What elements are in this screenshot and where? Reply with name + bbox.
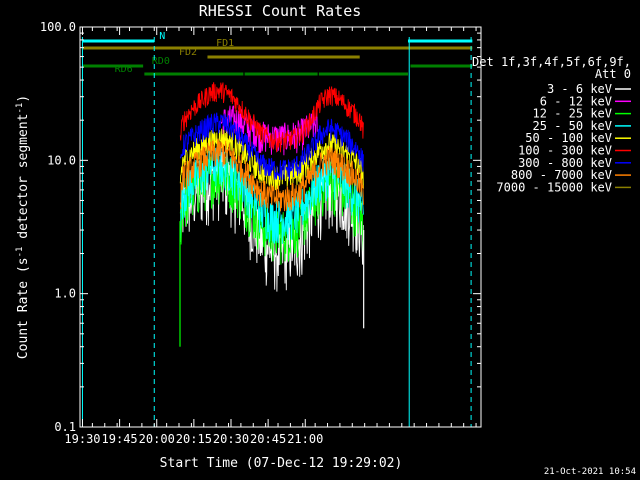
x-axis-label: Start Time (07-Dec-12 19:29:02)	[160, 456, 403, 471]
state-bar-label-n: N	[159, 31, 165, 42]
y-axis-label-part1: Count Rate (s	[16, 257, 31, 359]
x-tick-label: 20:30	[213, 432, 249, 446]
x-tick-label: 20:15	[176, 432, 212, 446]
x-tick-label: 21:00	[287, 432, 323, 446]
x-tick-label: 19:30	[64, 432, 100, 446]
y-tick-label: 0.1	[54, 420, 76, 434]
state-bar-label-fd1: FD1	[216, 38, 234, 49]
y-axis-label-part3: )	[16, 95, 31, 103]
series-lines	[179, 82, 365, 347]
axes: 19:30 19:45 20:00 20:15 20:30 20:45 21:00 0.1 1.…	[40, 20, 482, 446]
x-tick-label: 19:45	[102, 432, 138, 446]
legend-label-1: 6 - 12 keV	[540, 94, 612, 108]
vertical-markers	[81, 37, 472, 427]
y-axis-label: Count Rate (s-1 detector segment-1)	[15, 95, 31, 359]
state-bar-label-rd0: RD0	[152, 56, 170, 67]
state-bar-label-rd6: RD6	[115, 64, 133, 75]
legend-header-line2: Att 0	[595, 67, 631, 81]
legend-label-4: 50 - 100 keV	[525, 131, 612, 145]
y-axis-label-sup1: -1	[15, 247, 25, 258]
y-axis-label-part2: detector segment	[16, 114, 31, 247]
state-bar-label-fd2: FD2	[179, 47, 197, 58]
series-line-5	[179, 82, 364, 153]
y-axis-label-sup2: -1	[15, 103, 25, 114]
series-line-6	[179, 112, 364, 181]
legend-label-2: 12 - 25 keV	[533, 107, 612, 121]
y-tick-label: 1.0	[54, 287, 76, 301]
y-tick-label: 10.0	[47, 153, 76, 167]
legend-label-5: 100 - 300 keV	[518, 144, 612, 158]
legend-label-8: 7000 - 15000 keV	[496, 180, 612, 194]
plot-frame	[79, 26, 482, 428]
x-tick-label: 20:45	[250, 432, 286, 446]
legend-label-7: 800 - 7000 keV	[511, 168, 612, 182]
footer-timestamp: 21-Oct-2021 10:54	[544, 467, 636, 477]
legend-label-3: 25 - 50 keV	[533, 119, 612, 133]
series-line-7	[179, 138, 364, 212]
legend-label-6: 300 - 800 keV	[518, 156, 612, 170]
state-bars: N FD1 FD2 RD0 RD6	[82, 31, 473, 76]
chart-title: RHESSI Count Rates	[199, 2, 362, 20]
legend-header-line1: Det 1f,3f,4f,5f,6f,9f,	[472, 55, 631, 69]
legend: Det 1f,3f,4f,5f,6f,9f, Att 0 3 - 6 keV6 …	[472, 55, 631, 194]
legend-label-0: 3 - 6 keV	[547, 82, 612, 96]
y-tick-label: 100.0	[40, 20, 76, 34]
x-tick-label: 20:00	[139, 432, 175, 446]
